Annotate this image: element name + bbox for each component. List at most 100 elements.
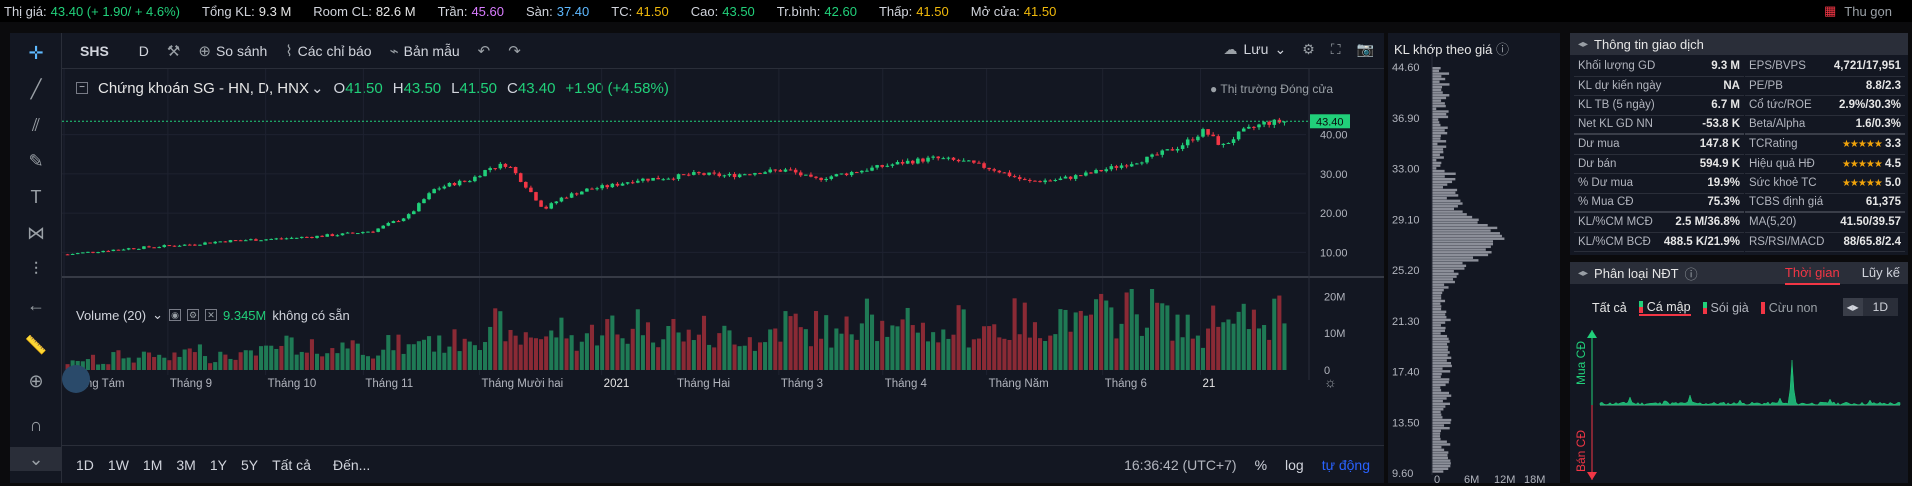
candle-body bbox=[1272, 119, 1277, 125]
interval-selector[interactable]: ◂▸ 1D bbox=[1842, 298, 1898, 316]
summary-value: 43.50 bbox=[722, 3, 755, 19]
auto-toggle[interactable]: tự động bbox=[1321, 456, 1370, 473]
change-value: +1.90 (+4.58%) bbox=[565, 79, 669, 97]
filter-1[interactable]: Cá mập bbox=[1638, 300, 1691, 316]
candle-body bbox=[325, 234, 330, 237]
candle-body bbox=[1236, 131, 1241, 140]
log-toggle[interactable]: log bbox=[1285, 456, 1304, 473]
zoom-icon[interactable]: ⊕ bbox=[28, 371, 44, 391]
candle-body bbox=[473, 176, 477, 182]
collapse-button[interactable]: ▦ Thu gọn bbox=[1824, 3, 1892, 19]
info-value: 9.3 M bbox=[1711, 60, 1740, 73]
candle-body bbox=[982, 163, 986, 168]
candle-body bbox=[834, 174, 839, 177]
fullscreen-icon[interactable]: ⛶ bbox=[1330, 41, 1341, 57]
template-button[interactable]: ⌁ Bản mẫu bbox=[390, 42, 460, 60]
percent-toggle[interactable]: % bbox=[1254, 456, 1268, 473]
undo-icon: ↶ bbox=[477, 42, 491, 60]
fib-tool-icon[interactable]: ⫽ bbox=[31, 115, 41, 135]
crosshair-icon[interactable]: ✛ bbox=[28, 43, 44, 63]
volume-bar bbox=[279, 345, 284, 370]
volume-bar bbox=[80, 361, 85, 370]
symbol-name[interactable]: Chứng khoán SG - HN, D, HNX bbox=[98, 79, 309, 97]
vp-bar bbox=[1432, 326, 1446, 330]
candle-body bbox=[1262, 121, 1266, 125]
info-value-wrap: ★★★★★ 5.0 bbox=[1842, 177, 1901, 189]
filter-3[interactable]: Cừu non bbox=[1760, 301, 1817, 315]
volume-bar bbox=[228, 358, 233, 370]
info-right-column: EPS/BVPS 4,721/17,951 PE/PB 8.8/2.3 Cổ tức/R… bbox=[1745, 57, 1905, 252]
summary-label: Sàn: bbox=[525, 3, 553, 19]
vp-bar bbox=[1432, 253, 1489, 257]
trend-line-icon[interactable]: ╱ bbox=[30, 79, 42, 99]
candle-body bbox=[483, 170, 487, 177]
prediction-icon[interactable]: ⫶ bbox=[33, 259, 39, 279]
pattern-icon[interactable]: ⋈ bbox=[27, 223, 45, 243]
info-row: KL TB (5 ngày) 6.7 M bbox=[1574, 96, 1744, 116]
volume-bar bbox=[172, 352, 177, 370]
indicators-button[interactable]: ⌇ Các chỉ báo bbox=[285, 42, 371, 60]
volume-bar bbox=[1170, 340, 1175, 370]
volume-bar bbox=[1094, 299, 1099, 370]
volume-bar bbox=[696, 334, 701, 370]
chart-panel: ✛ ╱ ⫽ ✎ T ⋈ ⫶ ← 📏 ⊕ ∩ ⌄ SHS D ⚒ ⊕ So sánh… bbox=[10, 33, 1384, 483]
range-button[interactable]: 3M bbox=[176, 456, 196, 473]
info-row: PE/PB 8.8/2.3 bbox=[1745, 77, 1905, 96]
goto-date-button[interactable]: Đến... bbox=[332, 456, 371, 473]
candle-body bbox=[417, 203, 421, 212]
candle-body bbox=[610, 183, 615, 188]
range-button[interactable]: 5Y bbox=[240, 456, 259, 473]
range-button[interactable]: 1W bbox=[107, 456, 129, 473]
volume-bar bbox=[167, 360, 172, 370]
vp-bar bbox=[1432, 94, 1450, 97]
undo-button[interactable]: ↶ bbox=[478, 42, 491, 60]
volume-bar bbox=[584, 333, 589, 370]
vp-bar bbox=[1432, 426, 1450, 430]
range-button[interactable]: 1D bbox=[76, 456, 94, 473]
chart-type-button[interactable]: ⚒ bbox=[167, 42, 180, 60]
volume-bar bbox=[371, 358, 376, 370]
back-arrow-icon[interactable]: ← bbox=[27, 295, 45, 315]
tab-time[interactable]: Thời gian bbox=[1784, 265, 1840, 285]
symbol-button[interactable]: SHS bbox=[80, 42, 109, 59]
settings-gear-icon[interactable]: ⚙ bbox=[1302, 41, 1315, 57]
text-tool-icon[interactable]: T bbox=[30, 187, 42, 207]
chevron-down-icon[interactable]: ⌄ bbox=[10, 447, 62, 471]
volume-bar bbox=[528, 337, 533, 370]
info-icon[interactable]: ⓘ bbox=[1684, 266, 1698, 282]
collapse-legend-icon[interactable]: − bbox=[76, 82, 88, 94]
volume-label[interactable]: Volume (20) bbox=[76, 307, 147, 323]
chevron-down-icon[interactable]: ⌄ bbox=[152, 307, 163, 322]
range-button[interactable]: 1M bbox=[142, 456, 163, 473]
info-icon[interactable]: ⓘ bbox=[1496, 42, 1510, 57]
filter-2[interactable]: Sói già bbox=[1702, 301, 1749, 315]
redo-button[interactable]: ↷ bbox=[508, 42, 521, 60]
symbol-dropdown-icon[interactable]: ⌄ bbox=[310, 80, 324, 97]
tab-cumulative[interactable]: Lũy kế bbox=[1861, 265, 1900, 280]
close-label: C bbox=[507, 79, 518, 97]
volume-bar bbox=[645, 322, 651, 370]
candle-body bbox=[748, 174, 752, 176]
volume-bar bbox=[875, 341, 880, 370]
candle-body bbox=[1053, 179, 1058, 181]
ruler-icon[interactable]: 📏 bbox=[24, 335, 48, 355]
camera-icon[interactable]: 📷 bbox=[1356, 41, 1374, 57]
vp-bar bbox=[1432, 283, 1445, 286]
filter-0[interactable]: Tất cả bbox=[1592, 301, 1627, 315]
volume-bar bbox=[1119, 323, 1124, 370]
trading-info-header[interactable]: ◂▸ Thông tin giao dịch bbox=[1570, 33, 1908, 55]
volume-bar bbox=[518, 344, 523, 370]
compare-button[interactable]: ⊕ So sánh bbox=[198, 42, 267, 60]
info-row: RS/RSI/MACD 88/65.8/2.4 bbox=[1745, 233, 1905, 252]
save-button[interactable]: ☁ Lưu ⌄ bbox=[1224, 41, 1287, 58]
close-icon[interactable]: ✕ bbox=[205, 309, 217, 321]
interval-button[interactable]: D bbox=[138, 42, 149, 59]
candle-body bbox=[86, 251, 90, 253]
range-button[interactable]: 1Y bbox=[209, 456, 227, 473]
settings-icon[interactable]: ⚙ bbox=[187, 309, 199, 321]
brush-icon[interactable]: ✎ bbox=[28, 151, 44, 171]
magnet-icon[interactable]: ∩ bbox=[29, 415, 43, 435]
eye-icon[interactable]: ◉ bbox=[169, 309, 181, 321]
range-button[interactable]: Tất cả bbox=[272, 456, 311, 473]
